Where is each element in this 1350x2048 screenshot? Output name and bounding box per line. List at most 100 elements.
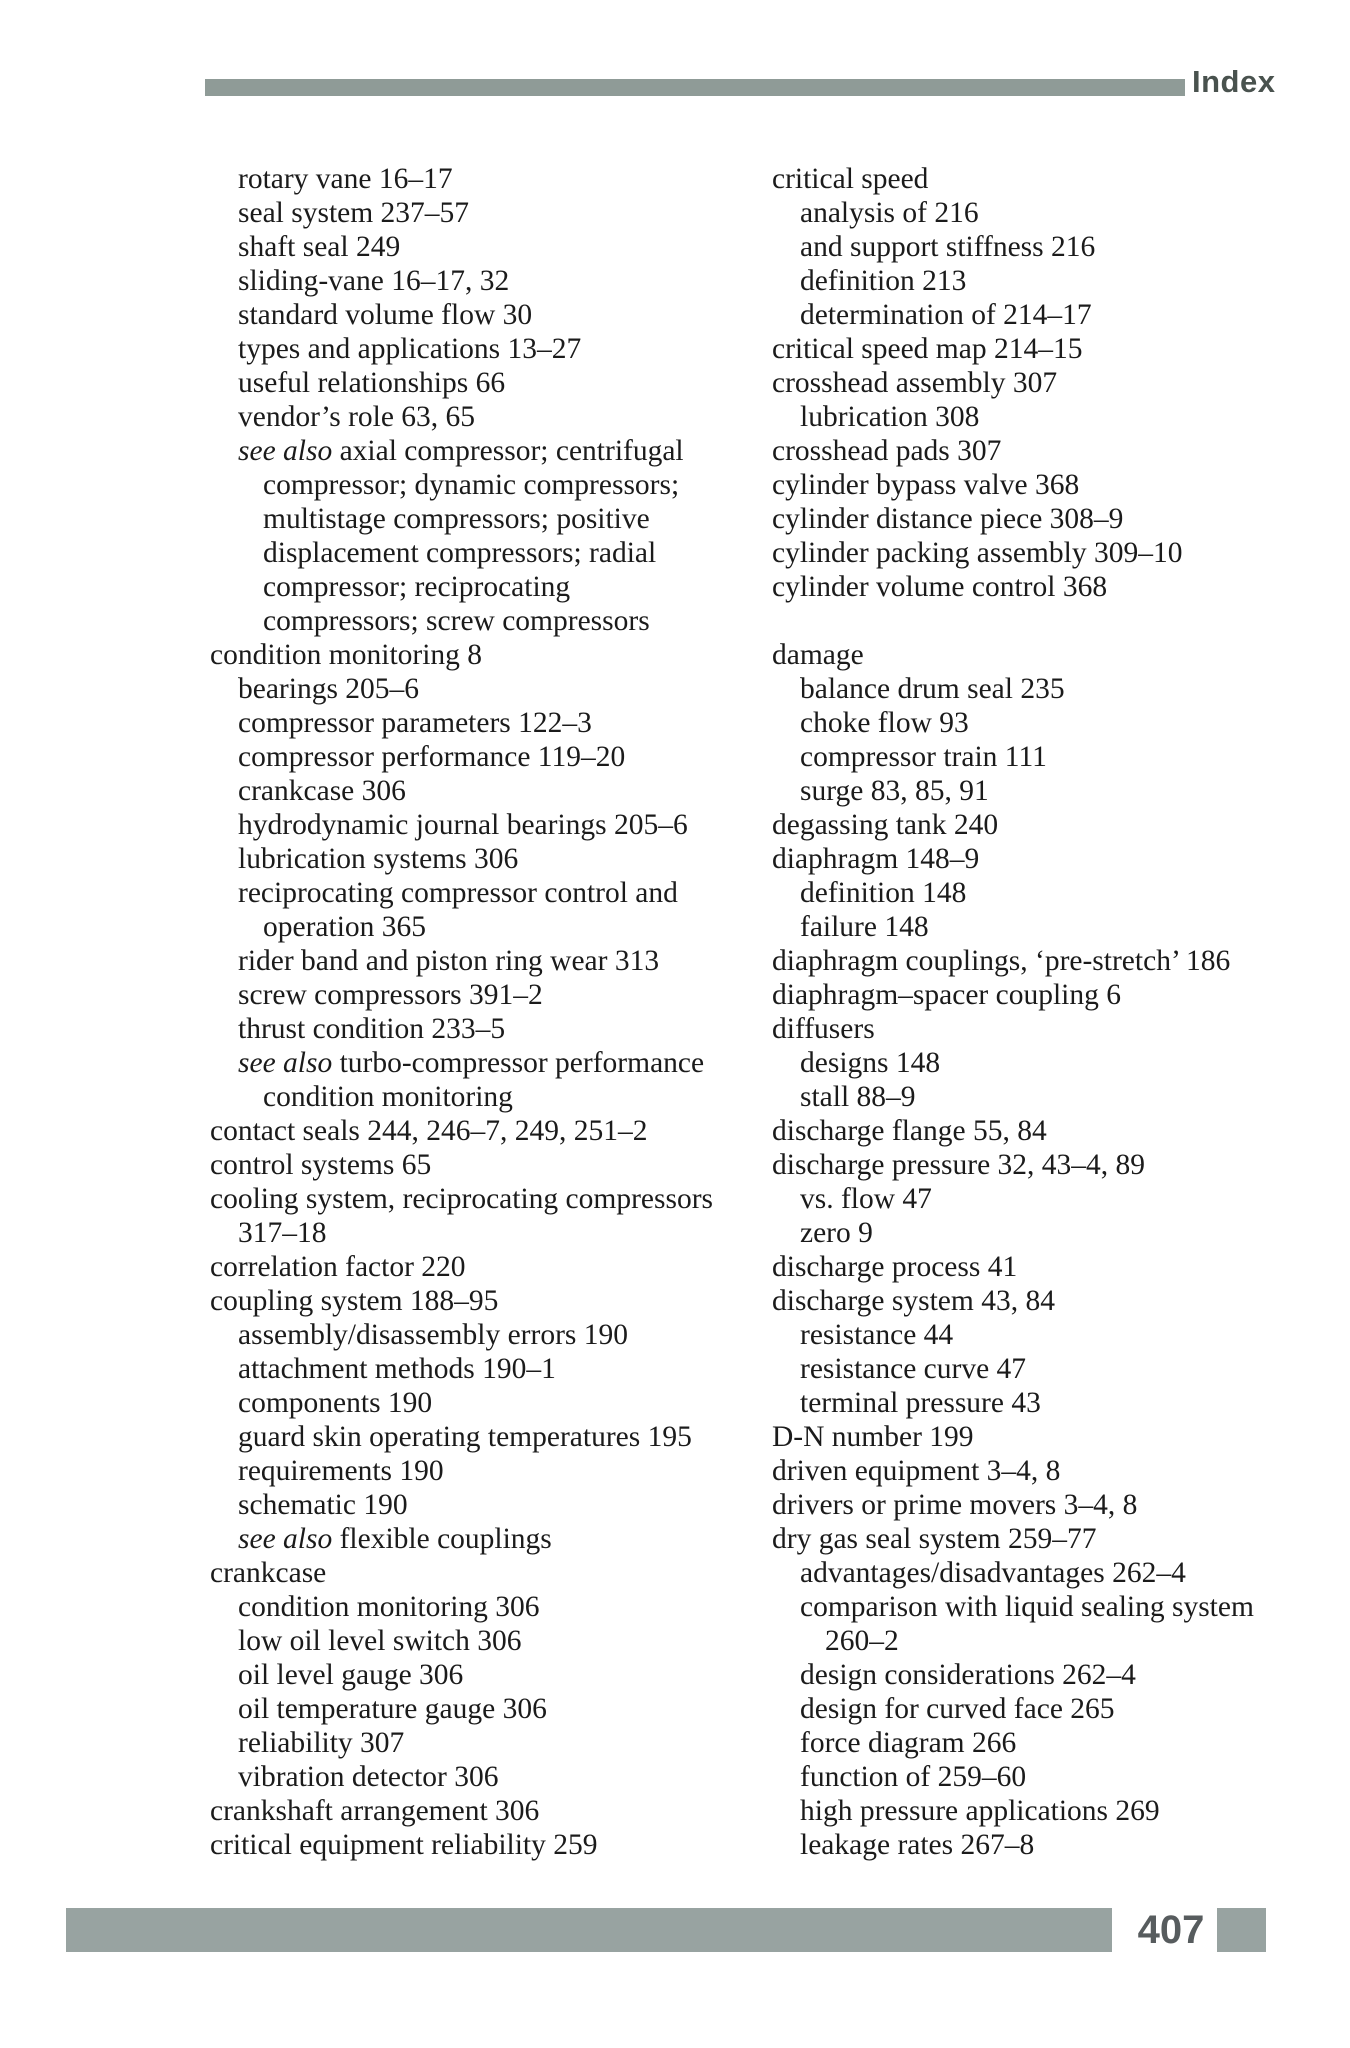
index-entry-text: design considerations 262–4 <box>800 1659 1136 1691</box>
index-entry-text: condition monitoring 8 <box>210 639 483 671</box>
index-entry-text: discharge system 43, 84 <box>772 1285 1055 1317</box>
index-entry: schematic 190 <box>210 1488 765 1522</box>
index-entry: surge 83, 85, 91 <box>772 774 1332 808</box>
index-entry-text: correlation factor 220 <box>210 1251 466 1283</box>
index-entry: compressors; screw compressors <box>210 604 765 638</box>
index-entry: compressor; reciprocating <box>210 570 765 604</box>
index-entry: see also axial compressor; centrifugal <box>210 434 765 468</box>
index-entry: 260–2 <box>772 1624 1332 1658</box>
index-entry-text: control systems 65 <box>210 1149 432 1181</box>
index-entry-text: advantages/disadvantages 262–4 <box>800 1557 1186 1589</box>
index-entry-text: compressor; reciprocating <box>263 571 571 603</box>
index-entry: failure 148 <box>772 910 1332 944</box>
index-entry: reciprocating compressor control and <box>210 876 765 910</box>
index-entry: dry gas seal system 259–77 <box>772 1522 1332 1556</box>
index-entry: diaphragm 148–9 <box>772 842 1332 876</box>
index-entry: useful relationships 66 <box>210 366 765 400</box>
index-entry: cooling system, reciprocating compressor… <box>210 1182 765 1216</box>
index-entry-text: cylinder packing assembly 309–10 <box>772 537 1183 569</box>
index-entry-text: compressor parameters 122–3 <box>238 707 592 739</box>
index-entry-text: stall 88–9 <box>800 1081 916 1113</box>
index-entry: assembly/disassembly errors 190 <box>210 1318 765 1352</box>
index-entry-text: operation 365 <box>263 911 427 943</box>
index-entry: designs 148 <box>772 1046 1332 1080</box>
index-entry-text: condition monitoring 306 <box>238 1591 540 1623</box>
index-entry-text: and support stiffness 216 <box>800 231 1096 263</box>
see-also-label: see also <box>238 1047 340 1079</box>
index-entry: vendor’s role 63, 65 <box>210 400 765 434</box>
index-entry: compressor; dynamic compressors; <box>210 468 765 502</box>
index-entry: stall 88–9 <box>772 1080 1332 1114</box>
index-entry: coupling system 188–95 <box>210 1284 765 1318</box>
index-entry: critical speed <box>772 162 1332 196</box>
index-entry: discharge flange 55, 84 <box>772 1114 1332 1148</box>
index-entry: critical equipment reliability 259 <box>210 1828 765 1862</box>
index-entry: design considerations 262–4 <box>772 1658 1332 1692</box>
index-entry-text: diaphragm couplings, ‘pre-stretch’ 186 <box>772 945 1231 977</box>
index-entry-text: seal system 237–57 <box>238 197 470 229</box>
index-entry-text: cylinder bypass valve 368 <box>772 469 1080 501</box>
index-entry-text: driven equipment 3–4, 8 <box>772 1455 1061 1487</box>
index-entry: oil temperature gauge 306 <box>210 1692 765 1726</box>
index-entry-text: choke flow 93 <box>800 707 969 739</box>
index-entry-text: cooling system, reciprocating compressor… <box>210 1183 714 1215</box>
index-entry: diaphragm–spacer coupling 6 <box>772 978 1332 1012</box>
index-entry-text: requirements 190 <box>238 1455 444 1487</box>
index-entry-text: failure 148 <box>800 911 929 943</box>
index-entry: definition 148 <box>772 876 1332 910</box>
index-entry: thrust condition 233–5 <box>210 1012 765 1046</box>
index-entry: low oil level switch 306 <box>210 1624 765 1658</box>
index-entry: components 190 <box>210 1386 765 1420</box>
index-entry: guard skin operating temperatures 195 <box>210 1420 765 1454</box>
index-entry: rotary vane 16–17 <box>210 162 765 196</box>
index-entry: resistance curve 47 <box>772 1352 1332 1386</box>
index-entry: crankcase <box>210 1556 765 1590</box>
index-entry: hydrodynamic journal bearings 205–6 <box>210 808 765 842</box>
index-entry: discharge pressure 32, 43–4, 89 <box>772 1148 1332 1182</box>
index-entry: terminal pressure 43 <box>772 1386 1332 1420</box>
index-entry: correlation factor 220 <box>210 1250 765 1284</box>
index-entry: and support stiffness 216 <box>772 230 1332 264</box>
index-entry: multistage compressors; positive <box>210 502 765 536</box>
index-entry: see also flexible couplings <box>210 1522 765 1556</box>
index-entry-text: comparison with liquid sealing system <box>800 1591 1254 1623</box>
index-entry: cylinder bypass valve 368 <box>772 468 1332 502</box>
index-entry-text: vs. flow 47 <box>800 1183 932 1215</box>
index-entry: reliability 307 <box>210 1726 765 1760</box>
index-entry-text: degassing tank 240 <box>772 809 999 841</box>
index-entry-text: discharge pressure 32, 43–4, 89 <box>772 1149 1146 1181</box>
index-entry: operation 365 <box>210 910 765 944</box>
index-entry: compressor train 111 <box>772 740 1332 774</box>
index-entry-text: displacement compressors; radial <box>263 537 657 569</box>
index-entry: crankshaft arrangement 306 <box>210 1794 765 1828</box>
index-entry: cylinder distance piece 308–9 <box>772 502 1332 536</box>
index-entry-text: terminal pressure 43 <box>800 1387 1041 1419</box>
page-title: Index <box>1192 64 1276 99</box>
index-entry-text: high pressure applications 269 <box>800 1795 1160 1827</box>
index-entry-text: balance drum seal 235 <box>800 673 1065 705</box>
index-entry-text: oil temperature gauge 306 <box>238 1693 547 1725</box>
index-entry: leakage rates 267–8 <box>772 1828 1332 1862</box>
index-entry-text: assembly/disassembly errors 190 <box>238 1319 628 1351</box>
index-entry-text: drivers or prime movers 3–4, 8 <box>772 1489 1138 1521</box>
index-entry: crosshead assembly 307 <box>772 366 1332 400</box>
index-entry-text: zero 9 <box>800 1217 873 1249</box>
index-entry: condition monitoring <box>210 1080 765 1114</box>
index-entry-text: 317–18 <box>238 1217 327 1249</box>
footer-rule-bar <box>66 1908 1112 1952</box>
index-entry-text: compressor; dynamic compressors; <box>263 469 680 501</box>
index-entry-text: guard skin operating temperatures 195 <box>238 1421 692 1453</box>
index-entry-text: definition 213 <box>800 265 967 297</box>
index-entry: 317–18 <box>210 1216 765 1250</box>
index-entry: comparison with liquid sealing system <box>772 1590 1332 1624</box>
index-entry: seal system 237–57 <box>210 196 765 230</box>
index-entry-text: lubrication systems 306 <box>238 843 519 875</box>
index-entry: control systems 65 <box>210 1148 765 1182</box>
index-entry-text: diaphragm–spacer coupling 6 <box>772 979 1121 1011</box>
index-entry-text: useful relationships 66 <box>238 367 506 399</box>
index-entry: choke flow 93 <box>772 706 1332 740</box>
index-entry-text: critical equipment reliability 259 <box>210 1829 598 1861</box>
index-entry: lubrication 308 <box>772 400 1332 434</box>
index-entry-text: hydrodynamic journal bearings 205–6 <box>238 809 688 841</box>
index-entry: vs. flow 47 <box>772 1182 1332 1216</box>
